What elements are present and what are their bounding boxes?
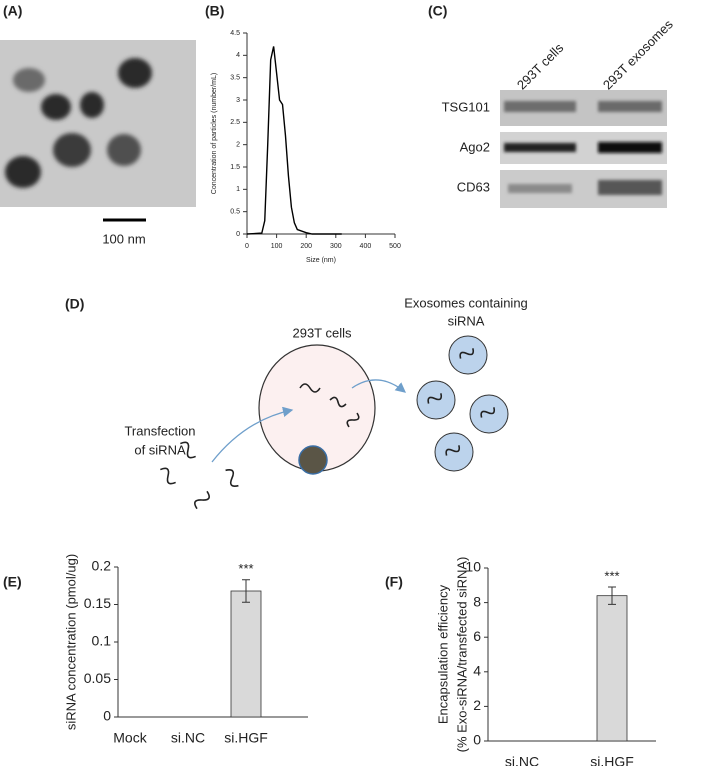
y-tick-label: 0.5: [230, 209, 240, 216]
error-bar: [242, 579, 250, 603]
y-tick-label: 0: [103, 708, 111, 724]
row-label: CD63: [457, 179, 490, 194]
diagram: [160, 335, 509, 510]
y-tick-label: 0.05: [84, 670, 111, 686]
error-bar: [608, 586, 616, 605]
y-tick-label: 6: [473, 628, 481, 644]
y-tick-label: 4: [473, 663, 481, 679]
diagram-label: 293T cells: [292, 325, 352, 340]
y-tick-label: 8: [473, 593, 481, 609]
y-tick-label: 0: [473, 732, 481, 748]
x-tick-label: si.HGF: [224, 730, 268, 746]
x-tick-label: 300: [330, 243, 342, 250]
y-axis-label: siRNA concentration (pmol/ug): [63, 554, 78, 730]
y-tick-label: 4: [236, 52, 240, 59]
x-tick-label: si.NC: [505, 754, 539, 766]
x-tick-label: si.NC: [171, 730, 205, 746]
column-label: 293T exosomes: [600, 16, 676, 92]
panel-label: (D): [65, 296, 84, 312]
panel-label: (A): [3, 3, 22, 19]
y-tick-label: 0.2: [92, 558, 112, 574]
data-line: [246, 46, 342, 235]
diagram-label: Transfection: [124, 423, 195, 438]
y-tick-label: 1: [236, 186, 240, 193]
scale-label: 100 nm: [102, 231, 145, 246]
x-tick-label: 200: [300, 243, 312, 250]
x-tick-label: Mock: [113, 730, 147, 746]
y-tick-label: 4.5: [230, 30, 240, 37]
row-label: TSG101: [442, 99, 490, 114]
significance: ***: [604, 568, 619, 583]
y-axis-label: Concentration of particles (number/mL): [211, 73, 218, 194]
x-tick-label: si.HGF: [590, 754, 634, 766]
y-tick-label: 3: [236, 97, 240, 104]
x-tick-label: 500: [389, 243, 401, 250]
x-tick-label: 400: [360, 243, 372, 250]
y-tick-label: 0: [236, 231, 240, 238]
y-tick-label: 10: [465, 559, 481, 575]
y-axis-label: Encapsulation efficiency: [435, 584, 450, 724]
panel-label: (B): [205, 3, 224, 19]
y-tick-label: 2.5: [230, 119, 240, 126]
y-axis-label: (% Exo-siRNA/transfected siRNA): [454, 557, 469, 753]
y-tick-label: 0.15: [84, 595, 111, 611]
panel-label: (F): [385, 574, 403, 590]
y-tick-label: 0.1: [92, 633, 112, 649]
blot: [500, 90, 667, 208]
y-tick-label: 2: [473, 697, 481, 713]
x-axis-label: Size (nm): [306, 257, 336, 264]
diagram-label: Exosomes containing: [404, 295, 528, 310]
significance: ***: [238, 561, 253, 576]
micrograph: [0, 40, 196, 207]
y-tick-label: 3.5: [230, 75, 240, 82]
diagram-label: of siRNA: [134, 442, 186, 457]
bar: [230, 590, 262, 718]
x-tick-label: 0: [245, 243, 249, 250]
diagram-label: siRNA: [448, 313, 485, 328]
row-label: Ago2: [460, 139, 490, 154]
bar: [596, 595, 628, 742]
y-tick-label: 2: [236, 142, 240, 149]
column-label: 293T cells: [514, 40, 567, 93]
y-tick-label: 1.5: [230, 164, 240, 171]
panel-label: (C): [428, 3, 447, 19]
x-tick-label: 100: [271, 243, 283, 250]
panel-label: (E): [3, 574, 22, 590]
